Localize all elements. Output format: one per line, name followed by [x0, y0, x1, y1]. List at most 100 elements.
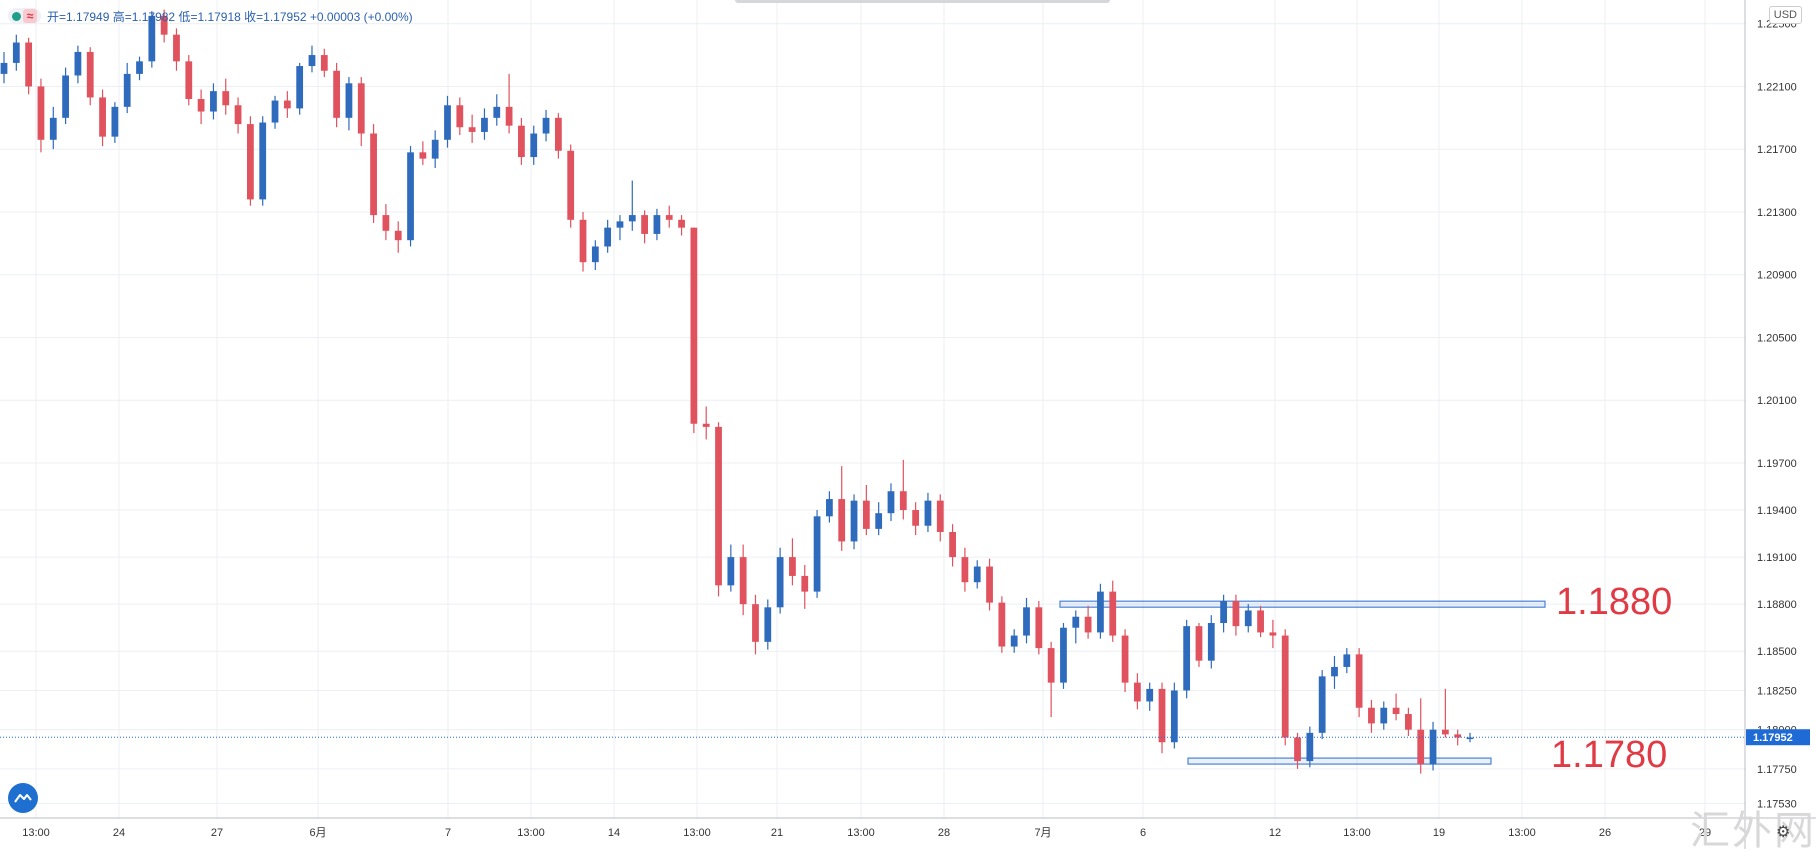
candle-body [1158, 688, 1166, 743]
candle [407, 146, 414, 247]
x-tick-label: 13:00 [1508, 827, 1536, 839]
y-tick-label: 1.18500 [1757, 646, 1797, 658]
candle [1084, 605, 1092, 639]
candle [1294, 732, 1301, 769]
candle [530, 125, 538, 165]
candle-body [1097, 591, 1104, 633]
candle [185, 55, 193, 106]
candle [1429, 721, 1437, 771]
candle [1244, 604, 1252, 633]
candle-body [1072, 616, 1080, 628]
candle [554, 113, 562, 159]
candle [148, 11, 156, 68]
candle [136, 56, 143, 81]
candle [628, 180, 636, 231]
candle [727, 544, 735, 592]
candle [1072, 610, 1080, 644]
candle-body [801, 575, 809, 592]
candle [1109, 580, 1117, 642]
candle-body [973, 566, 981, 583]
candle-body [283, 100, 291, 109]
candle [431, 130, 439, 169]
candle [826, 491, 833, 523]
y-tick-label: 1.22100 [1757, 81, 1797, 93]
candle-body [850, 500, 858, 542]
x-tick-label: 13:00 [22, 827, 50, 839]
candle-body [1429, 729, 1437, 765]
candle-body [407, 152, 414, 241]
y-tick-label: 1.17530 [1757, 798, 1797, 810]
level-annotation-label: 1.1880 [1556, 581, 1672, 623]
candle [764, 599, 772, 650]
candle-body [493, 106, 501, 118]
candle [1269, 619, 1277, 649]
candle-body [246, 124, 254, 200]
candle [1343, 648, 1351, 674]
candle [616, 215, 624, 241]
symbol-toggle[interactable]: ≈ [8, 8, 41, 24]
candle-body [419, 152, 427, 159]
candle-body [986, 566, 993, 603]
candle-body [1405, 714, 1412, 730]
candle [702, 406, 710, 440]
y-tick-label: 1.21300 [1757, 207, 1797, 219]
candle [444, 95, 451, 148]
candle-body [628, 215, 636, 222]
candle [1133, 673, 1141, 710]
currency-button[interactable]: USD [1768, 6, 1802, 24]
level-rectangle [1187, 757, 1492, 765]
candle-body [554, 117, 562, 151]
candle-body [1294, 737, 1301, 762]
candle-body [222, 91, 230, 106]
candle [518, 117, 525, 165]
tradingview-logo-icon[interactable] [8, 783, 38, 813]
candle [752, 594, 759, 655]
candle [25, 37, 33, 95]
level-annotation-label: 1.1780 [1551, 734, 1667, 776]
candle [49, 106, 57, 150]
candle-body [136, 61, 143, 74]
candle-body [99, 97, 106, 137]
candle-body [702, 423, 710, 427]
watermark-text: 汇外网 [1690, 808, 1816, 854]
x-tick-label: 28 [938, 827, 950, 839]
candle-body [961, 557, 969, 583]
candle [1441, 688, 1449, 738]
candle [924, 492, 932, 533]
candle [1170, 682, 1178, 749]
candle-body [394, 230, 402, 241]
candle-body [776, 557, 784, 608]
candle-body [1281, 635, 1289, 738]
candle [1417, 698, 1425, 774]
candle [850, 494, 858, 550]
candle [210, 83, 217, 120]
y-tick-label: 1.17750 [1757, 764, 1797, 776]
y-tick-label: 1.18250 [1757, 685, 1797, 697]
candle-body [838, 499, 846, 542]
candle [1454, 729, 1462, 746]
candle-body [173, 34, 180, 62]
candle [123, 62, 131, 114]
candle [1183, 619, 1191, 699]
x-tick-label: 19 [1433, 827, 1445, 839]
candle-body [1121, 635, 1129, 683]
candle-body [505, 106, 513, 126]
candle [456, 97, 464, 136]
candle [1023, 597, 1030, 644]
candle [12, 34, 20, 71]
candle-body [518, 125, 525, 158]
candle [1121, 629, 1129, 693]
candle [222, 78, 230, 115]
candle-body [49, 117, 57, 140]
candle [160, 9, 168, 43]
candle-body [1343, 654, 1351, 667]
candle-body [123, 73, 131, 107]
candle [1318, 670, 1326, 740]
candle [591, 240, 599, 271]
settings-gear-icon[interactable]: ⚙ [1776, 824, 1791, 841]
candle-body [1417, 729, 1425, 765]
y-tick-label: 1.19100 [1757, 552, 1797, 564]
y-tick-label: 1.19400 [1757, 505, 1797, 517]
